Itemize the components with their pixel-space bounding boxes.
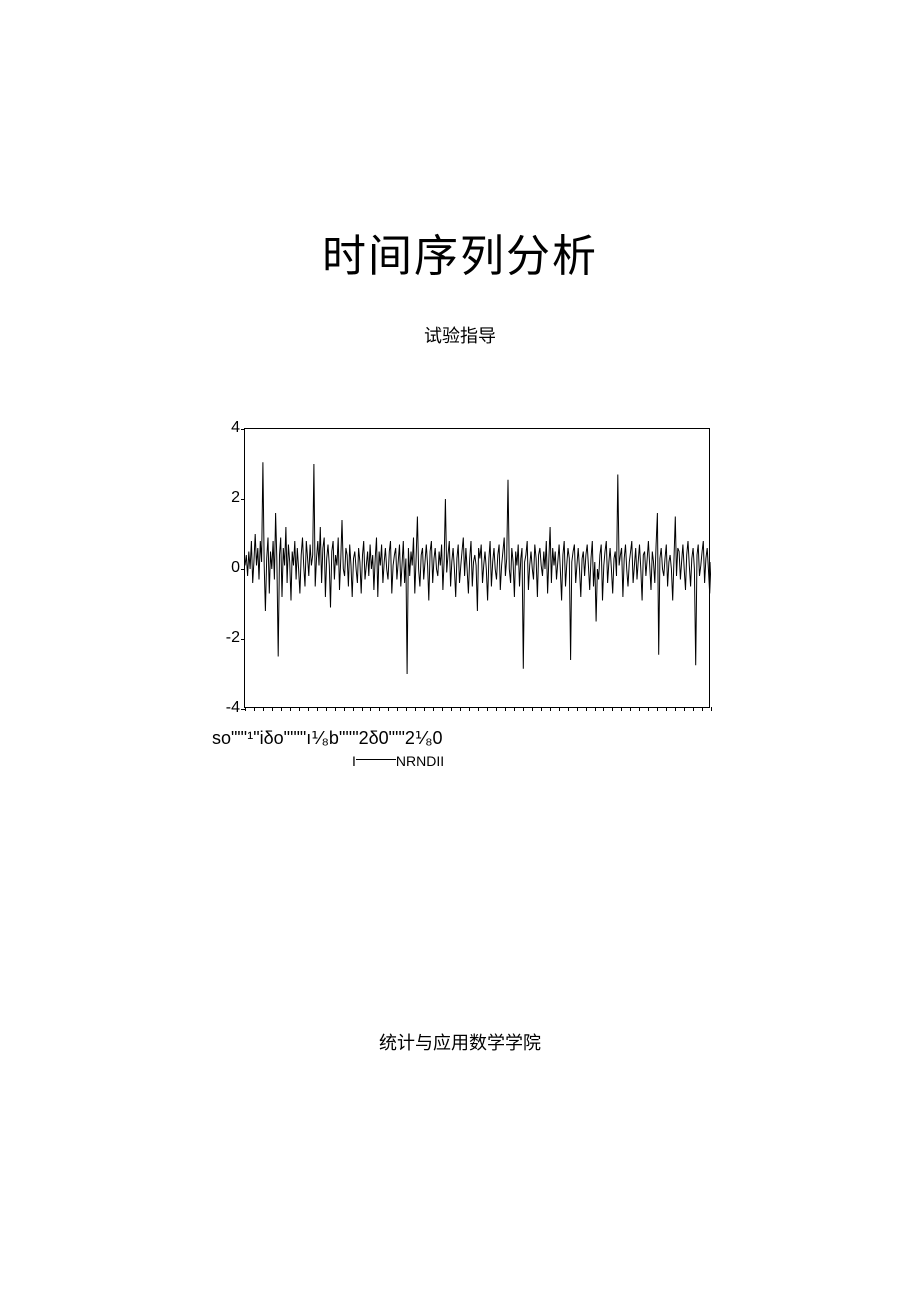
chart-box: 420-2-4: [244, 428, 744, 728]
document-page: 时间序列分析 试验指导 420-2-4 so""'¹"iδo"'""ı⅟₈b"'…: [0, 0, 920, 1301]
subtitle: 试验指导: [0, 322, 920, 348]
y-tick-label: 4: [214, 419, 240, 437]
time-series-chart: 420-2-4 so""'¹"iδo"'""ı⅟₈b"''"2δ0"'"2⅟₈0…: [210, 428, 710, 769]
institution-footer: 统计与应用数学学院: [0, 1029, 920, 1055]
series-line: [245, 429, 711, 709]
y-tick-label: -4: [214, 699, 240, 717]
x-axis-label: so""'¹"iδo"'""ı⅟₈b"''"2δ0"'"2⅟₈0: [212, 728, 710, 749]
y-axis-labels: 420-2-4: [214, 428, 240, 708]
plot-area: [244, 428, 710, 708]
legend-vbar-left: I: [352, 753, 356, 769]
legend-series-label: NRNDI: [396, 753, 440, 769]
y-tick-label: 0: [214, 559, 240, 577]
chart-legend: INRNDII: [352, 753, 710, 769]
x-tick-mark: [711, 707, 712, 711]
legend-vbar-right: I: [440, 753, 444, 769]
y-tick-label: 2: [214, 489, 240, 507]
y-tick-label: -2: [214, 629, 240, 647]
main-title: 时间序列分析: [0, 220, 920, 284]
legend-line-icon: [356, 759, 396, 760]
